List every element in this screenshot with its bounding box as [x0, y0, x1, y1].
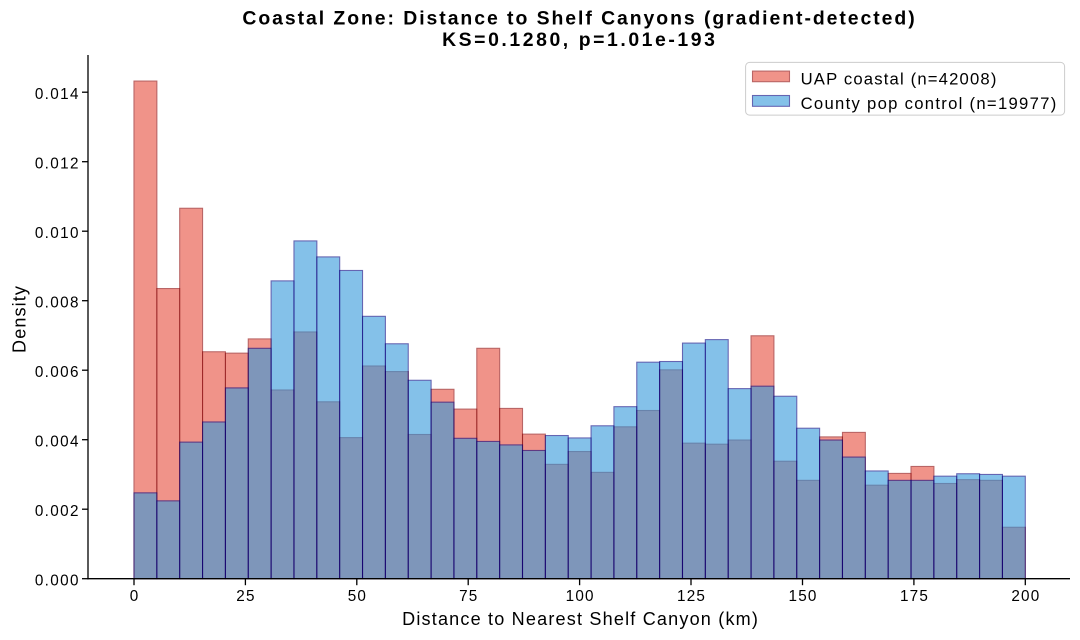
svg-text:0.000: 0.000	[35, 573, 80, 590]
svg-text:Density: Density	[10, 285, 30, 353]
svg-text:0.004: 0.004	[35, 434, 80, 451]
svg-text:0.014: 0.014	[35, 86, 80, 103]
svg-text:125: 125	[677, 588, 706, 605]
svg-text:150: 150	[789, 588, 818, 605]
svg-text:Coastal Zone: Distance to Shel: Coastal Zone: Distance to Shelf Canyons …	[242, 7, 916, 29]
svg-text:0.012: 0.012	[35, 156, 80, 173]
svg-text:County pop control (n=19977): County pop control (n=19977)	[801, 94, 1058, 113]
svg-text:0: 0	[130, 588, 140, 605]
svg-text:100: 100	[566, 588, 595, 605]
svg-text:0.006: 0.006	[35, 364, 80, 381]
svg-text:Distance to Nearest Shelf Cany: Distance to Nearest Shelf Canyon (km)	[402, 609, 759, 629]
svg-text:200: 200	[1011, 588, 1040, 605]
svg-text:UAP coastal (n=42008): UAP coastal (n=42008)	[801, 70, 998, 89]
svg-text:75: 75	[459, 588, 478, 605]
svg-text:0.010: 0.010	[35, 225, 80, 242]
svg-text:KS=0.1280, p=1.01e-193: KS=0.1280, p=1.01e-193	[442, 29, 717, 51]
svg-text:0.002: 0.002	[35, 503, 80, 520]
svg-text:50: 50	[348, 588, 367, 605]
svg-text:25: 25	[236, 588, 255, 605]
svg-text:0.008: 0.008	[35, 295, 80, 312]
svg-text:175: 175	[900, 588, 929, 605]
